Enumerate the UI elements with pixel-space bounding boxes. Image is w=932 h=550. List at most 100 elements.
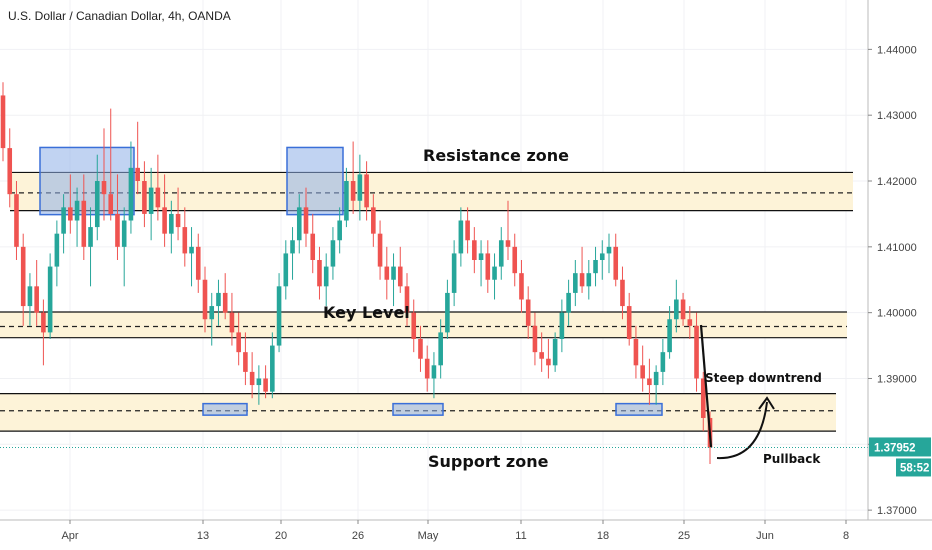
candle-body	[344, 181, 349, 221]
y-tick-label: 1.41000	[877, 242, 917, 254]
candle-body	[485, 253, 491, 280]
candle	[364, 161, 369, 221]
candle-body	[270, 345, 275, 392]
candle-body	[593, 260, 598, 274]
candle-body	[142, 181, 147, 214]
candle-body	[579, 273, 585, 287]
candle	[552, 332, 558, 372]
candle-body	[391, 266, 396, 280]
candle-body	[505, 240, 511, 247]
candle-body	[61, 207, 66, 234]
candle	[128, 141, 134, 234]
candle	[74, 187, 80, 247]
candle	[290, 227, 295, 280]
candle-body	[478, 253, 484, 260]
x-tick-label: May	[418, 530, 439, 542]
support-zone-label: Support zone	[428, 452, 549, 471]
candle-body	[431, 365, 437, 379]
x-tick-label: 25	[678, 530, 690, 542]
pullback-arrow	[716, 401, 768, 460]
candle-body	[694, 325, 699, 379]
candle-body	[599, 253, 605, 260]
candle-body	[586, 273, 592, 287]
candle-body	[633, 338, 639, 366]
candle	[573, 260, 578, 307]
candle-body	[14, 194, 19, 247]
candle-body	[680, 299, 686, 320]
candle-body	[121, 220, 127, 247]
candle	[195, 233, 201, 293]
candle-body	[411, 312, 417, 339]
x-tick-label: 18	[597, 530, 609, 542]
candle-body	[68, 207, 73, 221]
candle	[276, 273, 282, 353]
grid-lines	[0, 0, 868, 520]
candle	[613, 233, 619, 287]
candle	[101, 128, 107, 221]
drawings-layer	[0, 324, 868, 460]
candle	[337, 207, 342, 254]
candle	[283, 240, 289, 300]
candle	[532, 312, 538, 366]
candle	[451, 240, 457, 307]
candle	[20, 233, 26, 326]
candle-body	[243, 352, 248, 372]
candle	[68, 174, 73, 234]
candle-body	[451, 253, 457, 293]
candle	[310, 213, 316, 274]
candle	[317, 246, 322, 300]
candle-body	[169, 213, 174, 234]
candle-body	[613, 246, 619, 280]
countdown-badge	[896, 458, 931, 477]
candle-body	[640, 365, 645, 379]
candle	[559, 299, 565, 353]
y-tick-label: 1.37000	[877, 505, 917, 517]
candle	[579, 246, 585, 293]
candle	[458, 207, 464, 267]
candle-body	[687, 319, 693, 326]
candle	[202, 266, 208, 333]
candle-body	[674, 299, 679, 320]
candle-body	[54, 233, 60, 267]
x-tick-label: 11	[515, 530, 526, 542]
candle	[445, 279, 450, 339]
candle	[593, 246, 598, 287]
x-tick-label: 20	[275, 530, 287, 542]
candle	[47, 253, 53, 339]
candle-body	[653, 371, 659, 386]
candle-body	[438, 332, 443, 366]
candle	[418, 325, 423, 372]
candle-body	[492, 266, 497, 280]
candle-body	[647, 378, 652, 386]
candle-body	[660, 352, 666, 372]
candle	[344, 167, 349, 228]
candle-body	[276, 286, 282, 346]
candle-body	[364, 174, 369, 208]
candle-body	[209, 306, 215, 320]
candle	[633, 325, 639, 379]
candle	[121, 207, 127, 287]
candle	[216, 279, 221, 326]
candle	[142, 161, 147, 228]
candle-body	[290, 240, 295, 254]
candle-body	[465, 220, 470, 241]
candle-body	[155, 187, 161, 208]
candle-body	[189, 246, 194, 254]
candle	[667, 306, 672, 359]
key-zone-fill	[0, 312, 847, 338]
candle-body	[566, 292, 571, 313]
candle	[182, 207, 188, 267]
time-axis-bg	[0, 520, 932, 550]
candle	[647, 358, 652, 405]
candle-body	[222, 292, 228, 313]
candle	[519, 260, 524, 313]
candle-body	[115, 213, 120, 247]
candle	[694, 312, 699, 392]
candle-body	[27, 286, 33, 307]
candle	[700, 371, 706, 432]
downtrend-line	[699, 324, 713, 448]
candle-body	[546, 358, 551, 366]
candle	[108, 108, 114, 221]
candle-body	[303, 207, 309, 234]
